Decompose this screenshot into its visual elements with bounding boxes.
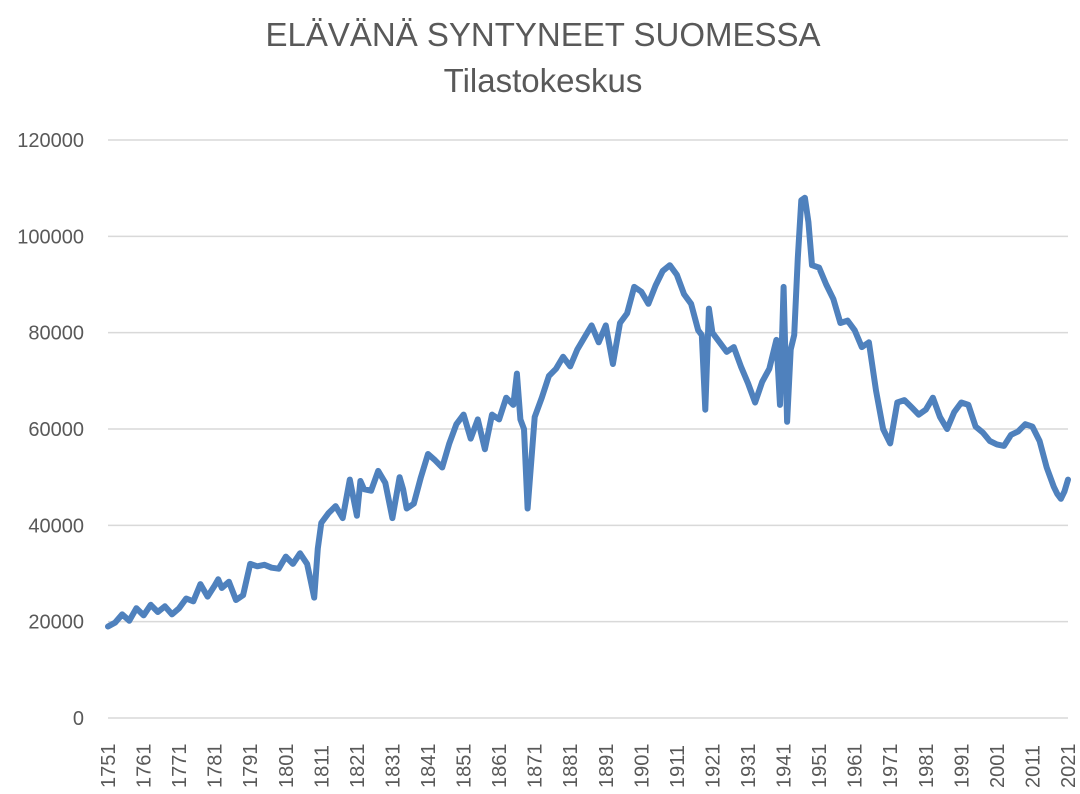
x-tick-label: 1841 [418,744,440,789]
gridlines [108,139,1068,719]
x-tick-label: 1901 [631,744,653,789]
x-axis-ticks: 1751 1761 1771 1781 1791 1801 1811 1821 1831 1841… [98,744,1080,789]
x-tick-label: 2011 [1022,745,1044,788]
x-tick-label: 1771 [169,744,191,789]
x-tick-label: 1951 [809,744,831,789]
y-tick-label: 60000 [28,419,84,441]
x-tick-label: 1831 [382,744,404,789]
x-tick-label: 1991 [951,744,973,789]
x-tick-label: 1931 [738,744,760,789]
x-tick-label: 2001 [987,744,1009,789]
chart-title: ELÄVÄNÄ SYNTYNEET SUOMESSA [265,16,820,53]
y-tick-label: 120000 [17,130,84,152]
y-tick-label: 0 [73,708,84,730]
x-tick-label: 1861 [489,744,511,789]
y-tick-label: 80000 [28,323,84,345]
y-axis-ticks: 0 20000 40000 60000 80000 100000 120000 [17,130,84,730]
x-tick-label: 1911 [667,745,689,788]
x-tick-label: 1981 [916,744,938,789]
x-tick-label: 1891 [596,744,618,789]
x-tick-label: 1881 [560,744,582,789]
y-tick-label: 100000 [17,226,84,248]
x-tick-label: 1791 [240,744,262,789]
x-tick-label: 1761 [134,744,156,789]
x-tick-label: 1921 [702,744,724,789]
x-tick-label: 2021 [1058,744,1080,789]
x-tick-label: 1941 [774,744,796,789]
x-tick-label: 1971 [880,744,902,789]
x-tick-label: 1811 [311,745,333,788]
chart-subtitle: Tilastokeskus [444,62,643,99]
x-tick-label: 1851 [454,744,476,789]
y-tick-label: 40000 [28,515,84,537]
y-tick-label: 20000 [28,612,84,634]
x-tick-label: 1961 [845,744,867,789]
x-tick-label: 1751 [98,744,120,789]
series-line [105,194,1071,630]
x-tick-label: 1781 [205,744,227,789]
x-tick-label: 1821 [347,744,369,789]
x-tick-label: 1801 [276,744,298,789]
x-tick-label: 1871 [525,744,547,789]
